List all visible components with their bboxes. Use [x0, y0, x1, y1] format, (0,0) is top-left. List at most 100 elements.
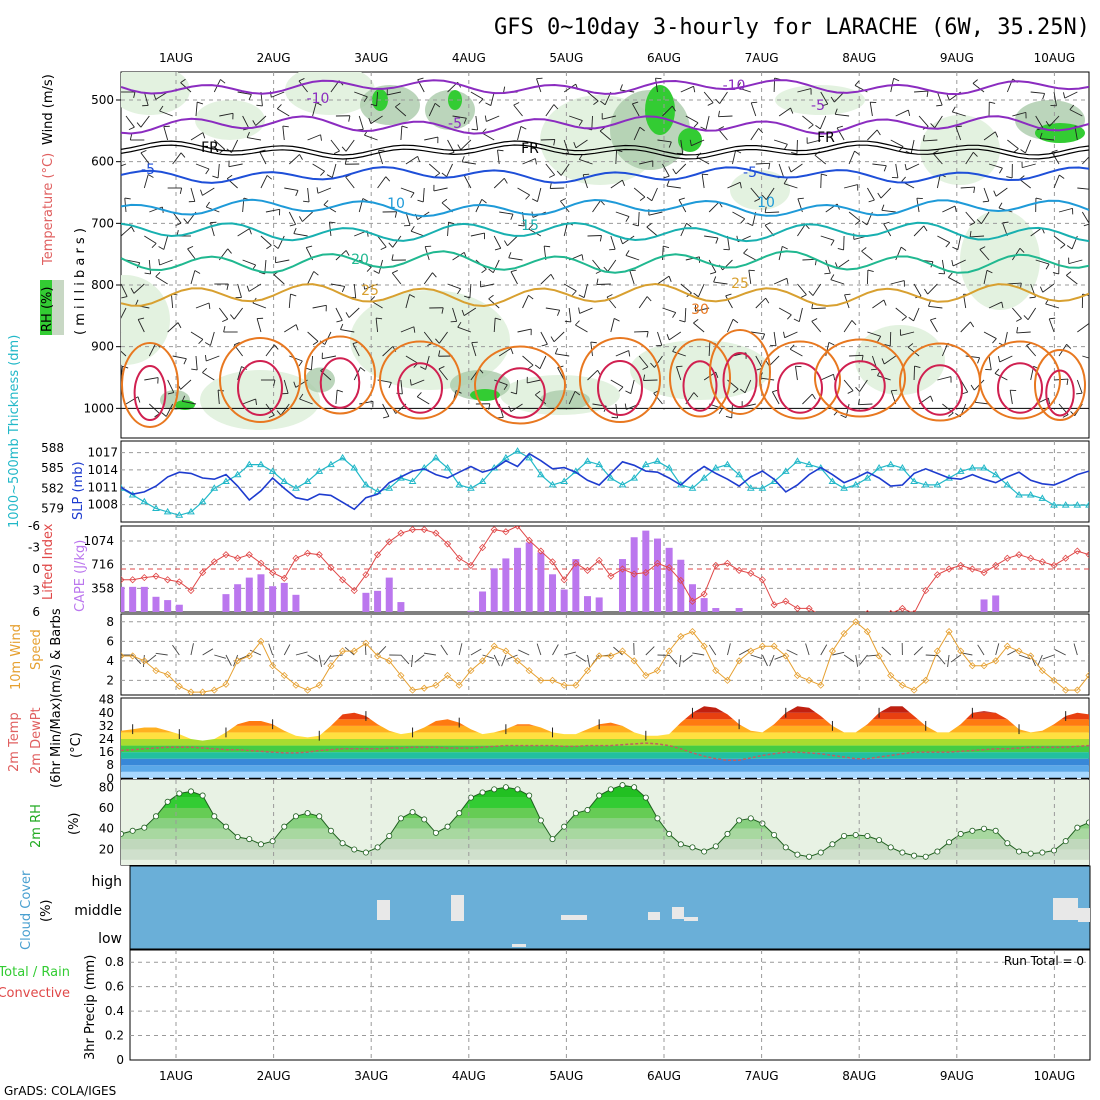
lifted-marker — [129, 576, 137, 584]
rh-marker — [537, 817, 544, 824]
wind-barb — [486, 115, 500, 122]
wind-barb-flag — [1006, 176, 1013, 179]
rh-marker — [806, 853, 813, 860]
pressure-tick-1000: 1000 — [83, 401, 114, 415]
wind-barb-flag — [693, 122, 699, 128]
wind-barb — [159, 110, 173, 117]
wind-barb — [364, 134, 378, 141]
wind-barb-flag — [676, 152, 683, 155]
cape-bar — [595, 597, 603, 612]
contour-35-loop — [682, 360, 718, 412]
wind-barb-flag — [158, 259, 161, 266]
wind-barb — [1053, 174, 1060, 189]
wind-barb-flag — [550, 336, 555, 342]
wind-barb-flag — [183, 218, 188, 224]
wind-barb-flag — [383, 416, 390, 419]
wind-barb-flag — [246, 131, 250, 138]
wind-barb-flag — [951, 106, 956, 113]
wind-barb — [1053, 235, 1066, 245]
wind-speed-marker — [910, 686, 918, 694]
rh-marker — [1086, 819, 1089, 826]
thickness-marker — [303, 477, 312, 484]
wind-barb-flag — [536, 77, 543, 80]
wind-barb — [497, 150, 500, 165]
precip-ylabel-1: Total / Rain — [0, 965, 70, 980]
wind-barb-flag — [1020, 149, 1026, 154]
wind-barb-flag — [700, 126, 707, 131]
wind-barb — [382, 346, 394, 357]
upper-ylabel-wind: Wind (m/s) — [41, 74, 56, 145]
surface-wind-barb — [708, 644, 717, 656]
wind-speed-marker — [1027, 652, 1035, 660]
wind-barb — [210, 222, 215, 237]
wind-barb-flag — [578, 154, 583, 160]
wind-barb-flag — [881, 358, 885, 365]
wind-barb — [121, 366, 123, 381]
surface-wind-barb — [364, 642, 367, 656]
wind-barb-flag — [534, 158, 537, 165]
wind-barb — [1042, 283, 1055, 293]
cloud-clear-patch — [512, 944, 526, 947]
surface-wind-barb — [172, 644, 180, 656]
rh-marker — [304, 810, 311, 817]
rh-marker — [1004, 840, 1011, 847]
wind-barb — [411, 379, 425, 386]
wind-barb — [273, 274, 285, 285]
lifted-marker — [933, 571, 941, 579]
wind-barb — [610, 318, 615, 333]
wind-barb-flag — [488, 403, 491, 410]
wind-barb-flag — [336, 320, 343, 323]
wind-barb — [1076, 379, 1083, 394]
wind-barb — [732, 211, 745, 220]
bottom-date-2AUG: 2AUG — [257, 1069, 291, 1083]
wind-barb — [307, 134, 321, 141]
wind-barb-flag — [305, 367, 312, 371]
wind-barb-flag — [908, 316, 914, 322]
wind10m-series — [121, 618, 1089, 695]
wind-barb — [913, 307, 920, 322]
thickness-tick-579: 579 — [41, 502, 64, 516]
wind-barb — [382, 403, 390, 417]
surface-wind-barb — [832, 651, 845, 656]
thickness-marker — [746, 484, 755, 491]
rh-mid-area — [540, 390, 590, 410]
rh-marker — [211, 813, 218, 820]
cape-bar — [992, 595, 1000, 612]
temp-tick-40: 40 — [99, 706, 114, 720]
wind-barb-flag — [977, 357, 981, 364]
surface-wind-barb — [843, 654, 855, 663]
wind-barb-flag — [177, 322, 182, 329]
cape-bar — [280, 582, 288, 612]
rh-marker — [327, 827, 334, 834]
rh2m-ylabel-2: (%) — [67, 813, 82, 836]
wind-barb-flag — [376, 317, 383, 320]
wind-barb-flag — [930, 123, 936, 129]
cape-bar — [642, 530, 650, 612]
wind-barb-flag — [293, 227, 297, 234]
wind-barb-flag — [672, 346, 677, 352]
rh-light-area — [630, 340, 770, 400]
wind-barb-flag — [982, 200, 989, 203]
wind10m-ylabel-2: Speed — [29, 629, 44, 670]
wind-barb — [1049, 115, 1060, 127]
thickness-marker — [956, 467, 965, 474]
wind-barb — [400, 326, 415, 333]
surface-wind-barb — [190, 643, 194, 656]
top-date-5AUG: 5AUG — [549, 51, 583, 65]
wind-barb — [1066, 275, 1078, 285]
lifted-marker — [805, 604, 813, 612]
contour-label: 10 — [757, 195, 775, 211]
wind-barb-flag — [1069, 104, 1075, 110]
wind-tick-6: 6 — [106, 634, 114, 648]
wind-barb-flag — [373, 270, 380, 274]
wind-barb — [528, 228, 542, 237]
contour-label: FR — [521, 141, 539, 157]
wind-barb-flag — [854, 220, 861, 225]
lifted-marker — [432, 529, 440, 537]
wind-barb-flag — [764, 222, 771, 226]
wind-barb-flag — [434, 172, 441, 178]
wind-barb-flag — [693, 319, 699, 324]
wind-barb — [568, 307, 572, 322]
lifted-marker — [665, 564, 673, 572]
